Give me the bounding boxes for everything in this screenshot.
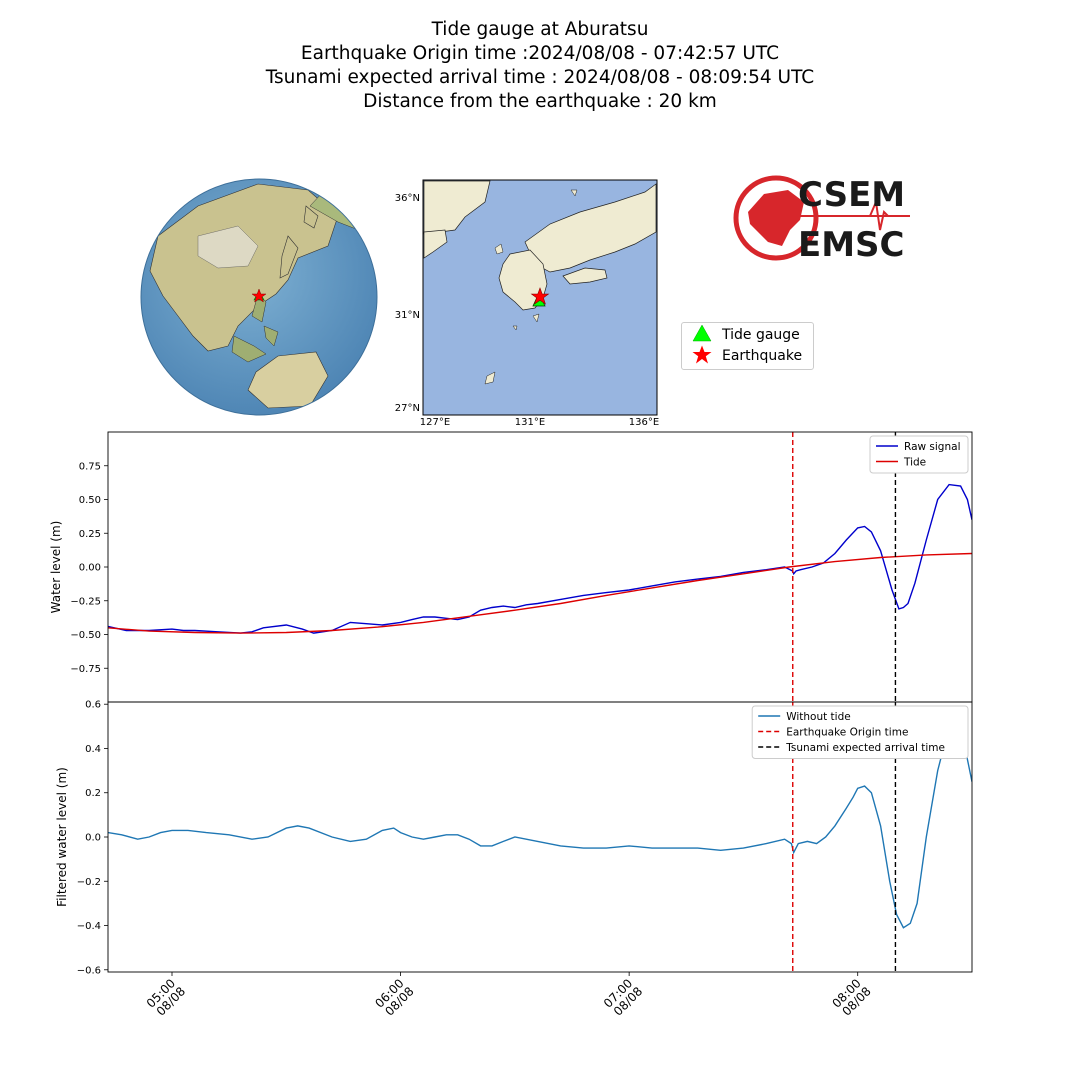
y-tick-label: −0.50 — [70, 630, 101, 641]
y-tick-label: 0.2 — [85, 788, 101, 799]
y-tick-label: −0.2 — [77, 877, 101, 888]
map-lat-tick: 31°N — [395, 310, 420, 321]
y-tick-label: 0.25 — [79, 529, 101, 540]
legend-label-tide-gauge: Tide gauge — [722, 327, 800, 343]
globe-map — [140, 178, 378, 416]
legend-label: Earthquake Origin time — [786, 726, 908, 738]
y-tick-label: 0.75 — [79, 461, 101, 472]
map-lon-tick: 131°E — [515, 417, 545, 428]
legend-label: Tsunami expected arrival time — [785, 742, 945, 754]
y-tick-label: 0.50 — [79, 495, 101, 506]
y-tick-label: 0.6 — [85, 700, 101, 711]
y-tick-label: −0.4 — [77, 921, 101, 932]
y-tick-label: −0.75 — [70, 664, 101, 675]
y-tick-label: 0.4 — [85, 744, 101, 755]
logo-text-emsc: EMSC — [798, 225, 905, 264]
water-level-charts: 0.75 0.50 0.25 0.00 −0.25 −0.50 −0.75 Water lev… — [49, 431, 973, 1019]
title-line-distance: Distance from the earthquake : 20 km — [363, 91, 717, 112]
plot-frame — [107, 431, 973, 703]
map-lon-tick: 127°E — [420, 417, 450, 428]
legend-label: Without tide — [786, 711, 851, 723]
chart-legend — [751, 705, 969, 759]
map-earthquake-marker — [530, 287, 550, 305]
chart-panel-1: 0.75 0.50 0.25 0.00 −0.25 −0.50 −0.75 Water lev… — [49, 431, 973, 703]
y-tick-label: −0.25 — [70, 596, 101, 607]
title-line-arrival-time: Tsunami expected arrival time : 2024/08/… — [265, 67, 815, 88]
globe-earthquake-marker — [251, 288, 267, 303]
legend-entry-earthquake: Earthquake — [682, 345, 803, 368]
plot-frame — [107, 701, 973, 973]
y-axis-label: Water level (m) — [49, 521, 63, 614]
title-line-origin-time: Earthquake Origin time :2024/08/08 - 07:… — [300, 43, 780, 64]
legend-entry-tide-gauge: Tide gauge — [682, 324, 800, 346]
legend-label: Tide — [903, 456, 926, 468]
logo-text-csem: CSEM — [798, 175, 905, 215]
regional-map: 36°N 31°N 27°N 127°E 131°E 136°E — [395, 179, 659, 428]
legend-label-earthquake: Earthquake — [722, 348, 803, 364]
title-line-gauge: Tide gauge at Aburatsu — [431, 19, 649, 40]
y-tick-label: 0.00 — [79, 563, 101, 574]
map-lat-tick: 27°N — [395, 403, 420, 414]
series-line-raw-signal — [108, 483, 972, 634]
chart-panel-2: 0.6 0.4 0.2 0.0 −0.2 −0.4 −0.6 Filtered water l… — [55, 700, 973, 976]
y-tick-label: 0.0 — [85, 833, 101, 844]
map-lon-tick: 136°E — [629, 417, 659, 428]
map-land — [423, 180, 657, 385]
map-legend: Tide gauge Earthquake — [681, 322, 814, 370]
legend-star-icon — [682, 345, 722, 368]
series-line-without-tide — [108, 723, 972, 929]
y-tick-label: −0.6 — [77, 965, 101, 976]
y-axis-label: Filtered water level (m) — [55, 767, 69, 907]
legend-triangle-icon — [682, 324, 722, 346]
legend-label: Raw signal — [904, 441, 960, 453]
figure-title: Tide gauge at Aburatsu Earthquake Origin… — [0, 18, 1080, 114]
csem-emsc-logo: CSEM EMSC — [733, 175, 910, 264]
map-lat-tick: 36°N — [395, 193, 420, 204]
series-line-tide — [108, 552, 972, 634]
